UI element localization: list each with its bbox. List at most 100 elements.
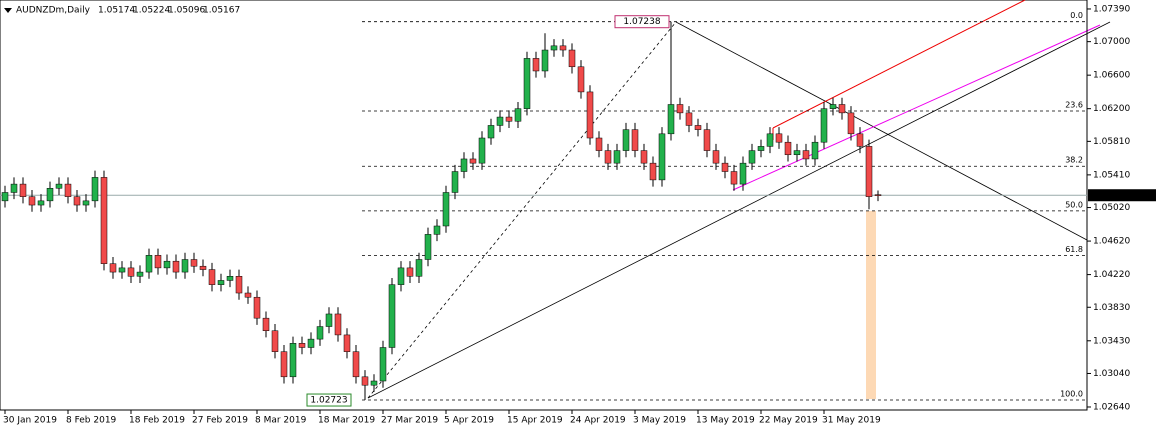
ohlc-high: 1.05224: [133, 6, 170, 16]
fib-level-label: 100.0: [1060, 390, 1083, 399]
x-tick-label: 27 Feb 2019: [192, 416, 248, 426]
x-tick-label: 18 Mar 2019: [318, 416, 375, 426]
candle-body: [217, 280, 225, 285]
y-tick-label: 1.06600: [1093, 71, 1130, 81]
candle-body: [1, 192, 9, 202]
y-tick-label: 1.07390: [1093, 4, 1130, 14]
x-tick-label: 5 Apr 2019: [444, 416, 494, 426]
candle-body: [208, 269, 216, 285]
candle-body: [667, 104, 675, 135]
candle-body: [757, 146, 765, 151]
candle-body: [37, 200, 45, 206]
candle-body: [127, 267, 135, 277]
candle-body: [460, 158, 468, 172]
candle-body: [676, 104, 684, 114]
y-tick-label: 1.05020: [1093, 203, 1130, 213]
y-tick-label: 1.04220: [1093, 270, 1130, 280]
fib-level-label: 23.6: [1065, 100, 1083, 109]
candle-body: [235, 276, 243, 294]
x-tick-label: 24 Apr 2019: [570, 416, 626, 426]
candle-body: [478, 137, 486, 164]
candle-body: [469, 158, 477, 164]
candle-body: [343, 334, 351, 352]
candle-body: [559, 45, 567, 51]
candle-body: [784, 141, 792, 156]
drawings: 0.0 23.6 38.2 50.0 61.8 100.0: [362, 0, 1111, 401]
candle-body: [109, 263, 117, 273]
x-tick-label: 31 May 2019: [822, 416, 881, 426]
candle-body: [658, 133, 666, 181]
candle-body: [424, 234, 432, 260]
candle-body: [595, 137, 603, 151]
candle-body: [253, 296, 261, 319]
candle-body: [244, 292, 252, 298]
candle-body: [685, 112, 693, 126]
chart-title: AUDNZDm,Daily: [16, 6, 91, 16]
ohlc-low: 1.05096: [168, 6, 205, 16]
high-label-box: [614, 15, 670, 29]
y-tick-label: 1.06200: [1093, 104, 1130, 114]
candle-body: [433, 225, 441, 235]
candle-body: [280, 351, 288, 378]
candle-body: [640, 150, 648, 164]
candle-body: [10, 183, 18, 193]
fib-level-label: 61.8: [1065, 245, 1083, 254]
candle-body: [721, 162, 729, 172]
y-tick-label: 1.03830: [1093, 303, 1130, 313]
candle-body: [550, 45, 558, 51]
candle-body: [55, 183, 63, 189]
candle-body: [100, 177, 108, 264]
candle-body: [532, 58, 540, 72]
candle-body: [442, 192, 450, 227]
x-tick-label: 18 Feb 2019: [129, 416, 185, 426]
candle-body: [118, 267, 126, 273]
y-tick-label: 1.02640: [1093, 402, 1130, 412]
candle-body: [811, 141, 819, 160]
candle-body: [163, 260, 171, 269]
y-tick-label: 1.03430: [1093, 336, 1130, 346]
candle-body: [748, 150, 756, 164]
x-tick-label: 13 May 2019: [696, 416, 755, 426]
candle-body: [379, 347, 387, 382]
y-tick-label: 1.05810: [1093, 137, 1130, 147]
y-tick-label: 1.05410: [1093, 170, 1130, 180]
menu-arrow[interactable]: [4, 8, 12, 13]
candle-body: [694, 125, 702, 130]
candle-body: [874, 194, 882, 196]
candle-body: [226, 276, 234, 281]
candle-body: [325, 313, 333, 327]
trend-line: [675, 21, 1088, 241]
candle-body: [451, 171, 459, 193]
x-tick-label: 3 May 2019: [633, 416, 686, 426]
candle-body: [298, 343, 306, 348]
trend-line: [367, 21, 1111, 399]
candle-body: [388, 284, 396, 348]
candle-body: [181, 259, 189, 273]
candle-body: [838, 104, 846, 114]
x-tick-label: 22 May 2019: [759, 416, 818, 426]
candle-body: [415, 259, 423, 277]
candle-body: [487, 125, 495, 139]
candle-body: [496, 116, 504, 126]
x-tick-label: 8 Feb 2019: [66, 416, 117, 426]
candle-body: [586, 91, 594, 139]
candle-body: [802, 150, 810, 160]
price-label-box: [1088, 189, 1156, 202]
high-label: 1.07238: [623, 17, 660, 27]
candle-body: [406, 267, 414, 277]
candle-body: [19, 183, 27, 197]
candle-body: [631, 129, 639, 151]
candle-body: [820, 108, 828, 143]
candle-body: [712, 150, 720, 164]
x-tick-label: 15 Apr 2019: [507, 416, 563, 426]
candle-body: [847, 112, 855, 135]
candle-body: [199, 265, 207, 270]
candle-body: [622, 129, 630, 151]
x-tick-label: 27 Mar 2019: [381, 416, 438, 426]
candle-body: [793, 150, 801, 156]
candle-body: [703, 129, 711, 151]
candle-body: [613, 150, 621, 164]
channel-line: [732, 24, 1101, 191]
candle-body: [568, 49, 576, 68]
